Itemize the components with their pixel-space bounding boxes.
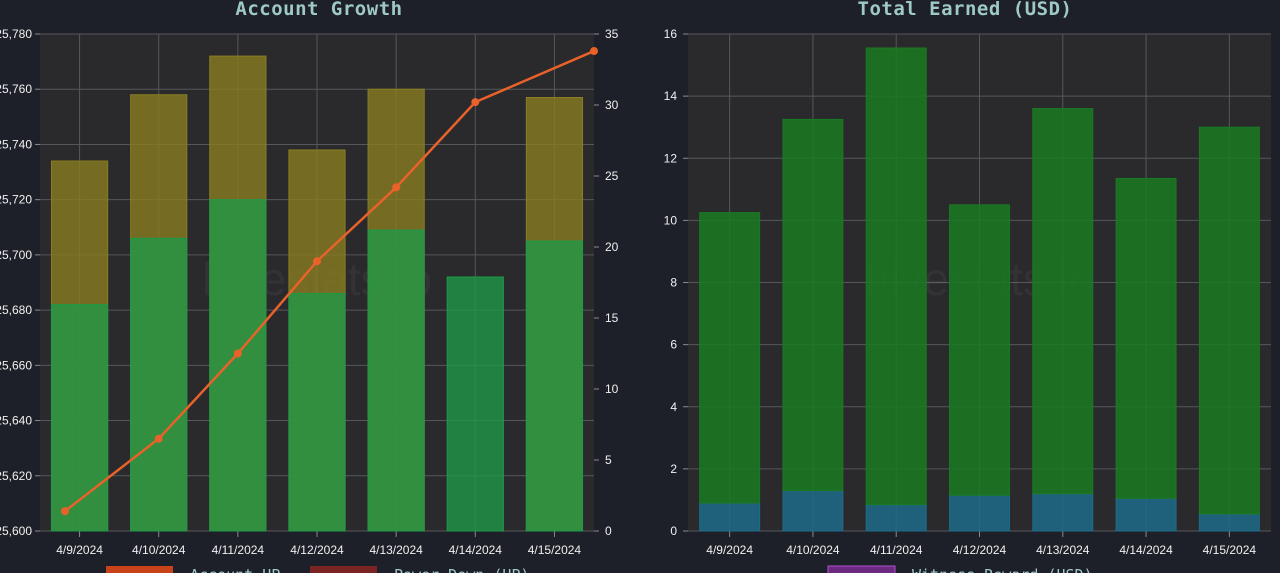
bar-blue-segment [865, 504, 927, 532]
chart-title: Account Growth [235, 0, 402, 20]
x-tick-label: 4/11/2024 [212, 543, 265, 557]
bar-blue-segment [949, 494, 1010, 532]
bar-blue-segment [782, 490, 844, 532]
bar-account-hp [209, 199, 267, 532]
y-tick-label: 14 [664, 89, 678, 103]
y-tick-label: 6 [670, 338, 677, 352]
x-tick-label: 4/13/2024 [1036, 543, 1090, 557]
y2-tick-label: 5 [605, 453, 612, 467]
x-tick-label: 4/9/2024 [56, 543, 103, 557]
bar-green-segment [1115, 177, 1177, 499]
bar-blue-segment [1032, 493, 1094, 532]
y-tick-label: 25,700 [0, 248, 32, 262]
y-tick-label: 10 [664, 213, 678, 227]
x-tick-label: 4/12/2024 [290, 543, 344, 557]
legend-label: Power Down (HP) [394, 566, 529, 573]
bar-account-hp [288, 293, 346, 532]
y-tick-label: 25,740 [0, 137, 32, 151]
y-tick-label: 25,600 [0, 524, 32, 538]
growth-point [154, 434, 163, 443]
bar-green-segment [1032, 108, 1094, 495]
bar-account-hp [130, 237, 188, 532]
y2-tick-label: 15 [605, 311, 619, 325]
y2-tick-label: 25 [605, 169, 619, 183]
bar-account-hp [525, 240, 584, 532]
y-tick-label: 25,620 [0, 469, 32, 483]
x-tick-label: 4/14/2024 [449, 543, 503, 557]
x-tick-label: 4/10/2024 [132, 543, 186, 557]
legend-swatch [106, 566, 173, 573]
bar-account-hp [446, 276, 504, 532]
y-tick-label: 4 [670, 400, 677, 414]
growth-point [61, 507, 69, 516]
y-tick-label: 2 [670, 462, 677, 476]
x-tick-label: 4/15/2024 [528, 543, 582, 557]
bar-account-hp [367, 229, 425, 532]
x-tick-label: 4/11/2024 [870, 543, 923, 557]
y-tick-label: 25,640 [0, 414, 32, 428]
legend-label: Account HP [190, 566, 280, 573]
total-earned-chart: Total Earned (USD) 4/9/2024 4/10/2024 4/11/… [664, 0, 1271, 573]
legend-label: Witness Reward (USD) [912, 566, 1093, 573]
growth-point [590, 47, 598, 56]
bar-green-segment [949, 204, 1010, 496]
x-tick-label: 4/14/2024 [1119, 543, 1173, 557]
bar-blue-segment [1198, 513, 1260, 532]
y-tick-label: 25,720 [0, 193, 32, 207]
growth-point [471, 98, 480, 107]
y2-tick-label: 35 [605, 27, 619, 41]
account-growth-chart: Account Growth 4/9/2024 4/10/2024 4/11/2024… [0, 0, 619, 573]
growth-point [392, 183, 401, 192]
y2-tick-label: 20 [605, 240, 619, 254]
bar-green-segment [865, 47, 927, 506]
x-tick-label: 4/15/2024 [1203, 543, 1257, 557]
growth-point [233, 349, 242, 358]
y-tick-label: 25,760 [0, 82, 32, 96]
y2-tick-label: 30 [605, 98, 619, 112]
y-tick-label: 25,660 [0, 358, 32, 372]
x-tick-label: 4/9/2024 [706, 543, 753, 557]
bar-blue-segment [699, 502, 761, 532]
growth-point [313, 257, 321, 266]
bar-account-hp [50, 304, 109, 532]
bar-green-segment [782, 118, 844, 492]
legend-swatch [827, 565, 896, 573]
chart-title: Total Earned (USD) [858, 0, 1073, 20]
y-tick-label: 0 [670, 524, 677, 538]
x-tick-label: 4/10/2024 [786, 543, 840, 557]
x-tick-label: 4/12/2024 [953, 543, 1007, 557]
bar-green-segment [1198, 126, 1260, 515]
y-tick-label: 16 [664, 27, 678, 41]
y-tick-label: 8 [670, 276, 677, 290]
bar-blue-segment [1115, 497, 1177, 532]
x-tick-label: 4/13/2024 [369, 543, 423, 557]
y-tick-label: 12 [664, 151, 678, 165]
y2-tick-label: 10 [605, 382, 619, 396]
legend-swatch [310, 566, 377, 573]
y-tick-label: 25,680 [0, 303, 32, 317]
y-tick-label: 25,780 [0, 27, 32, 41]
bar-green-segment [699, 212, 761, 504]
y2-tick-label: 0 [605, 524, 612, 538]
